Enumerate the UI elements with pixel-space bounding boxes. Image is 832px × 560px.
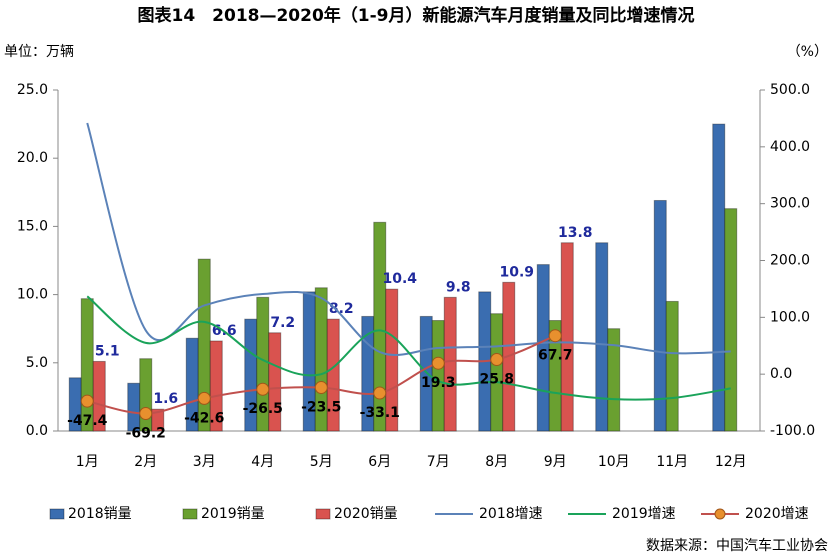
y2-tick-label: 300.0: [770, 196, 810, 212]
chart-title: 图表14 2018—2020年（1-9月）新能源汽车月度销量及同比增速情况: [138, 5, 695, 26]
x-tick-label: 6月: [368, 454, 391, 470]
bar: [127, 382, 141, 432]
bar: [92, 360, 106, 432]
legend-label: 2018增速: [479, 506, 543, 522]
x-tick-label: 5月: [310, 454, 333, 470]
x-tick-label: 1月: [76, 454, 99, 470]
bar: [268, 332, 282, 432]
line-value-label: 25.8: [479, 372, 514, 388]
line-marker: [139, 406, 153, 420]
line-marker: [256, 382, 270, 396]
x-tick-label: 4月: [251, 454, 274, 470]
line-marker: [314, 381, 328, 395]
line-value-label: 19.3: [421, 375, 456, 391]
legend-swatch: [182, 508, 198, 520]
x-tick-label: 8月: [485, 454, 508, 470]
legend-label: 2020销量: [334, 506, 398, 522]
bar-value-label: 10.9: [499, 264, 534, 280]
bar: [373, 221, 387, 432]
legend-swatch: [49, 508, 65, 520]
bar: [197, 258, 211, 432]
bar: [595, 242, 609, 432]
bar: [139, 358, 153, 432]
y2-tick-label: 200.0: [770, 253, 810, 269]
line-value-label: -33.1: [360, 405, 400, 421]
bar: [653, 199, 667, 432]
line-value-label: -47.4: [67, 413, 108, 429]
line: [86, 295, 731, 401]
bar: [326, 318, 340, 432]
legend-swatch: [315, 508, 331, 520]
legend-label: 2020增速: [745, 506, 809, 522]
y-tick-label: 25.0: [17, 82, 48, 98]
bar: [665, 300, 679, 432]
legend-marker: [714, 508, 726, 520]
bar: [560, 242, 574, 432]
line-value-label: -26.5: [243, 401, 283, 417]
bar-value-label: 1.6: [153, 391, 178, 407]
bar: [419, 315, 433, 432]
bar: [724, 208, 738, 432]
x-tick-label: 12月: [715, 454, 747, 470]
y2-tick-label: 500.0: [770, 82, 810, 98]
y-axis-label: 单位：万辆: [4, 44, 74, 60]
y-tick-label: 5.0: [26, 355, 48, 371]
y2-tick-label: 0.0: [770, 366, 792, 382]
y-tick-label: 15.0: [17, 218, 48, 234]
line-marker: [431, 356, 445, 370]
bar-value-label: 7.2: [270, 315, 295, 331]
bar: [80, 298, 94, 432]
source: 数据来源：中国汽车工业协会: [646, 537, 828, 554]
line-value-label: -69.2: [126, 425, 166, 441]
bar: [209, 340, 223, 432]
bar: [443, 296, 457, 432]
bar-value-label: 8.2: [329, 301, 354, 317]
y-tick-label: 10.0: [17, 287, 48, 303]
bar-value-label: 13.8: [558, 225, 593, 241]
line-marker: [490, 353, 504, 367]
y2-tick-label: 100.0: [770, 309, 810, 325]
line-value-label: 67.7: [538, 348, 573, 364]
bar: [151, 408, 165, 432]
x-tick-label: 7月: [427, 454, 450, 470]
y2-tick-label: 400.0: [770, 139, 810, 155]
x-tick-label: 11月: [656, 454, 688, 470]
legend-label: 2018销量: [68, 506, 132, 522]
legend-label: 2019销量: [201, 506, 265, 522]
line-marker: [80, 394, 94, 408]
line-marker: [548, 329, 562, 343]
bar-value-label: 10.4: [382, 271, 417, 287]
y-tick-label: 0.0: [26, 423, 48, 439]
line-marker: [373, 386, 387, 400]
line-value-label: -42.6: [184, 410, 224, 426]
line: [86, 122, 731, 357]
x-tick-label: 2月: [134, 454, 157, 470]
bar: [607, 328, 621, 432]
y2-tick-label: -100.0: [770, 423, 815, 439]
line-value-label: -23.5: [301, 400, 341, 416]
y2-axis-label: （%）: [787, 44, 828, 60]
x-tick-label: 3月: [193, 454, 216, 470]
bar-value-label: 5.1: [95, 343, 120, 359]
bar: [385, 288, 399, 432]
line-marker: [197, 391, 211, 405]
legend-label: 2019增速: [612, 506, 676, 522]
bar-value-label: 9.8: [446, 279, 471, 295]
y-tick-label: 20.0: [17, 150, 48, 166]
x-tick-label: 9月: [544, 454, 567, 470]
bar: [712, 123, 726, 432]
x-tick-label: 10月: [598, 454, 630, 470]
